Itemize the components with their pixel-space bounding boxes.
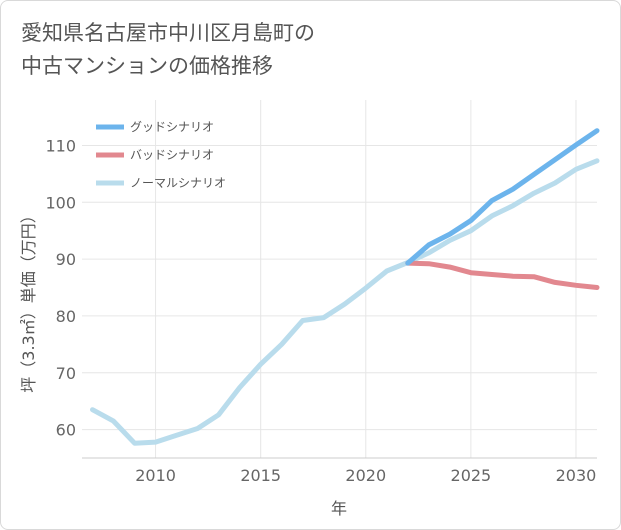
y-tick-label: 80 (56, 307, 76, 326)
y-tick-label: 100 (45, 193, 76, 212)
y-tick-labels: 60 70 80 90 100 110 (45, 136, 76, 439)
y-tick-label: 60 (56, 421, 76, 440)
series-line-0 (405, 128, 600, 266)
x-tick-labels: 2010 2015 2020 2025 2030 (135, 466, 596, 485)
series-lines (90, 128, 600, 446)
x-tick-label: 2010 (135, 466, 176, 485)
y-tick-label: 90 (56, 250, 76, 269)
y-tick-label: 110 (45, 136, 76, 155)
chart-title-line1: 愛知県名古屋市中川区月島町の (21, 21, 315, 45)
x-tick-label: 2030 (556, 466, 597, 485)
legend-label: バッドシナリオ (130, 148, 214, 162)
series-line-1 (405, 260, 600, 290)
x-tick-label: 2025 (451, 466, 492, 485)
legend-label: グッドシナリオ (130, 120, 214, 134)
y-tick-label: 70 (56, 364, 76, 383)
x-tick-label: 2020 (345, 466, 386, 485)
legend-label: ノーマルシナリオ (130, 176, 226, 190)
x-tick-label: 2015 (240, 466, 281, 485)
x-axis-title: 年 (331, 499, 347, 518)
series-line-2 (90, 158, 600, 446)
y-axis-title: 坪（3.3㎡）単価（万円） (19, 207, 38, 392)
chart-title-line2: 中古マンションの価格推移 (21, 54, 273, 78)
grid-lines (82, 100, 597, 458)
chart-title: 愛知県名古屋市中川区月島町の 中古マンションの価格推移 (21, 17, 581, 83)
